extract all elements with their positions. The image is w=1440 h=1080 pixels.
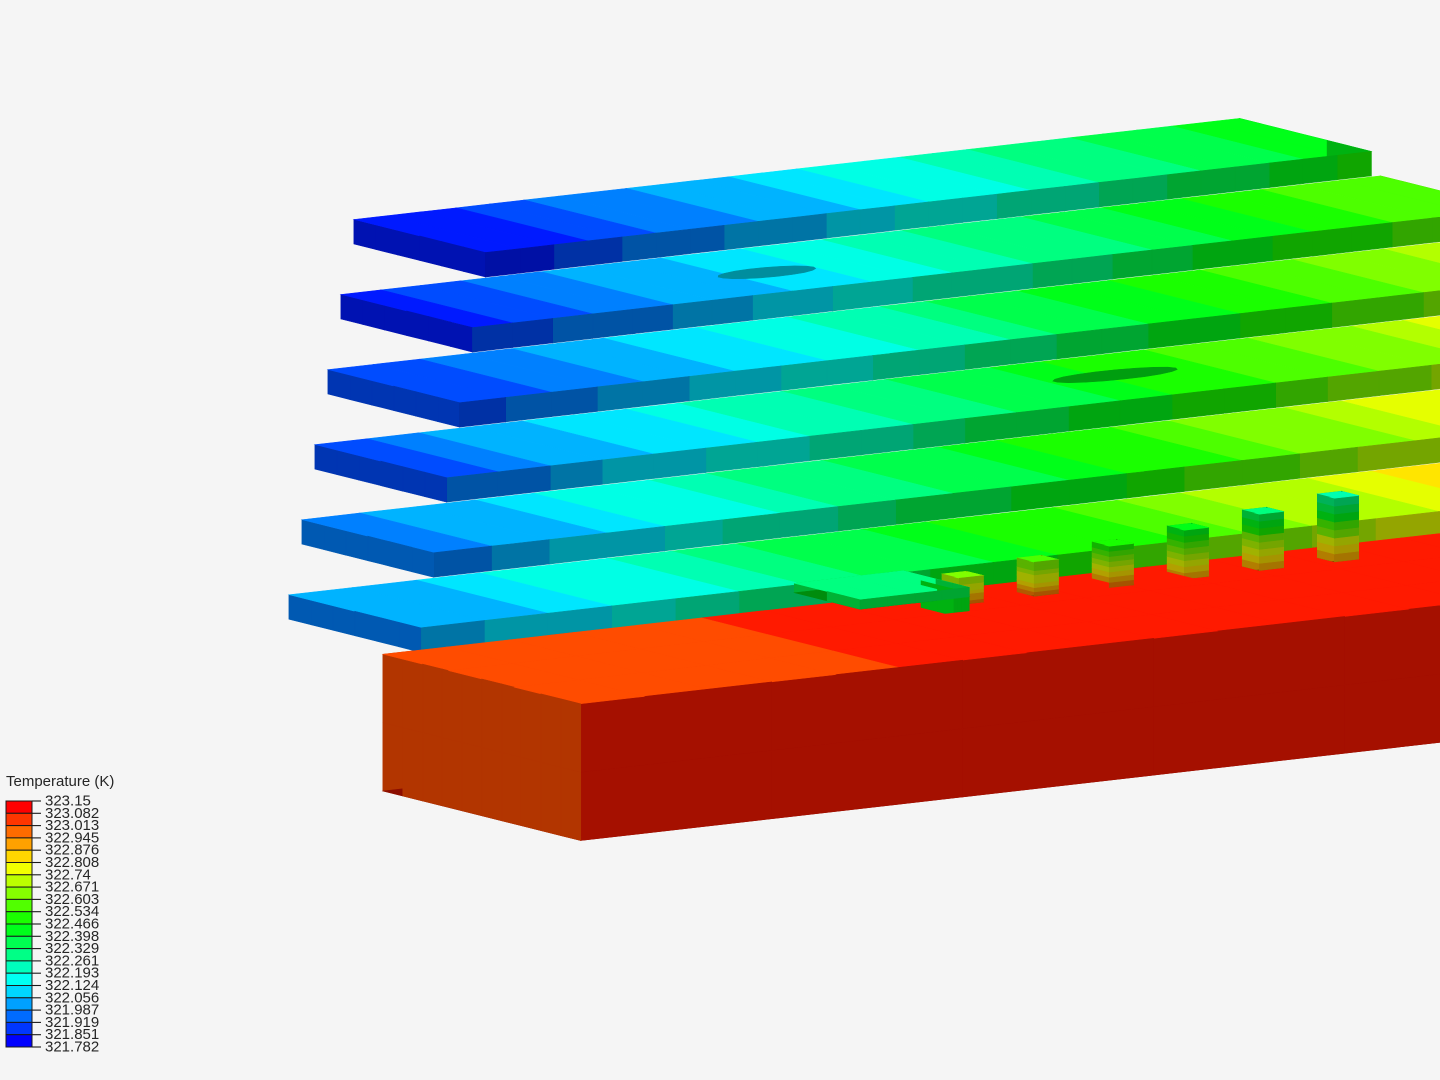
svg-text:321.782: 321.782 bbox=[45, 1039, 99, 1056]
svg-text:Temperature (K): Temperature (K) bbox=[6, 773, 114, 790]
